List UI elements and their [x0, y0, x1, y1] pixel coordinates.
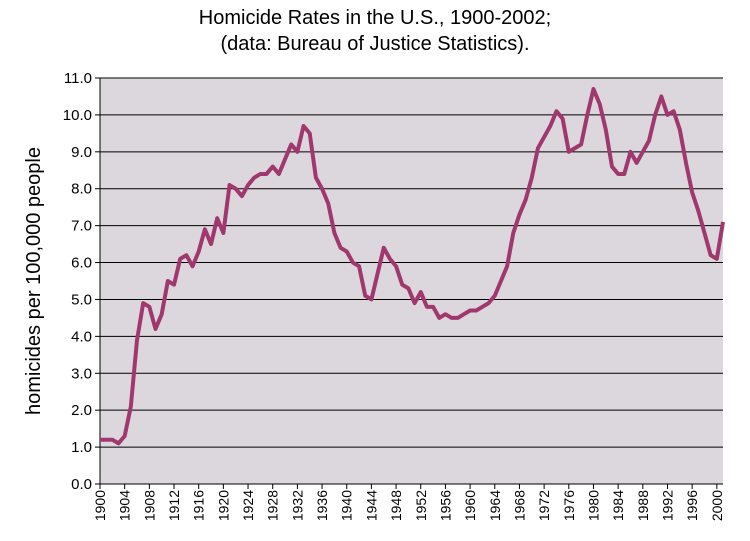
- x-tick-label: 1920: [215, 490, 231, 521]
- x-tick-label: 1984: [610, 490, 626, 521]
- x-tick-label: 1940: [339, 490, 355, 521]
- x-tick-label: 1944: [363, 490, 379, 521]
- x-tick-label: 1900: [92, 490, 108, 521]
- plot-area: [100, 78, 723, 484]
- y-tick-label: 0.0: [71, 476, 92, 493]
- x-tick-label: 1988: [635, 490, 651, 521]
- x-tick-label: 1960: [462, 490, 478, 521]
- x-tick-label: 1972: [536, 490, 552, 521]
- y-tick-label: 6.0: [71, 255, 92, 272]
- chart-subtitle: (data: Bureau of Justice Statistics).: [220, 33, 529, 55]
- x-tick-label: 1976: [561, 490, 577, 521]
- y-tick-label: 1.0: [71, 439, 92, 456]
- x-tick-label: 1996: [684, 490, 700, 521]
- x-tick-label: 1932: [289, 490, 305, 521]
- x-tick-label: 1904: [117, 490, 133, 521]
- x-tick-label: 1952: [413, 490, 429, 521]
- x-tick-label: 1908: [141, 490, 157, 521]
- chart-title: Homicide Rates in the U.S., 1900-2002;: [199, 7, 551, 29]
- y-axis-label: homicides per 100,000 people: [23, 147, 45, 415]
- y-tick-label: 8.0: [71, 181, 92, 198]
- x-tick-label: 1912: [166, 490, 182, 521]
- y-tick-label: 9.0: [71, 144, 92, 161]
- y-tick-label: 11.0: [64, 70, 92, 87]
- x-tick-label: 1964: [487, 490, 503, 521]
- x-tick-label: 1956: [437, 490, 453, 521]
- data-line: [100, 87, 725, 446]
- x-tick-label: 1924: [240, 490, 256, 521]
- x-tick-label: 1980: [585, 490, 601, 521]
- x-tick-label: 1916: [191, 490, 207, 521]
- x-tick-label: 1928: [265, 490, 281, 521]
- x-tick-label: 1968: [511, 490, 527, 521]
- y-tick-label: 2.0: [71, 402, 92, 419]
- x-tick-label: 1992: [659, 490, 675, 521]
- y-tick-label: 10.0: [63, 107, 92, 124]
- y-tick-label: 3.0: [71, 365, 92, 382]
- x-tick-label: 1936: [314, 490, 330, 521]
- y-tick-label: 7.0: [71, 218, 92, 235]
- y-tick-label: 5.0: [71, 291, 92, 308]
- y-tick-label: 4.0: [71, 328, 92, 345]
- x-tick-label: 1948: [388, 490, 404, 521]
- x-tick-label: 2000: [709, 490, 725, 521]
